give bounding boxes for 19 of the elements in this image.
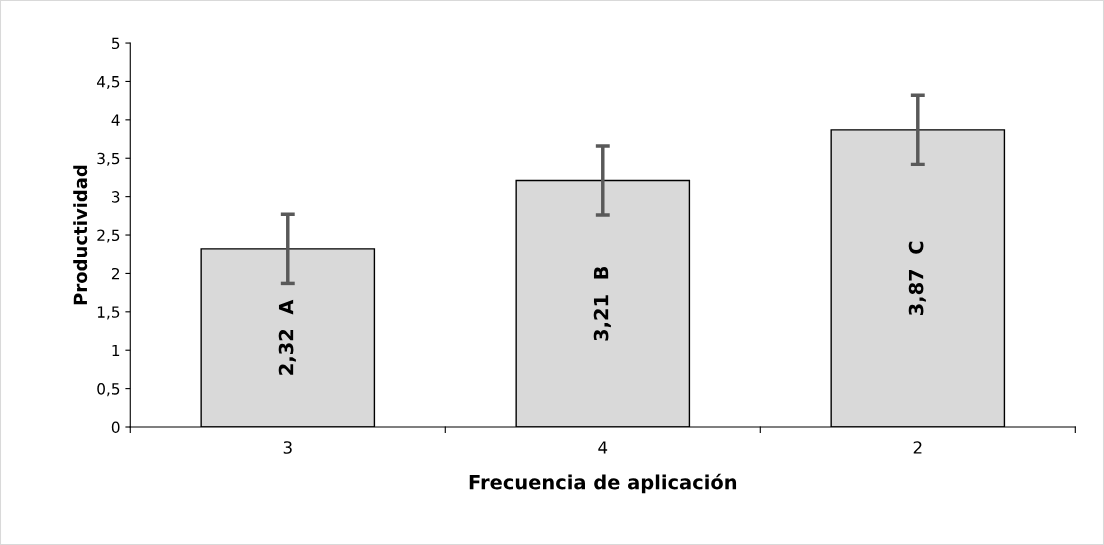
- x-tick-label: 3: [283, 441, 292, 454]
- data-label: 2,32 A: [278, 299, 296, 375]
- y-tick-label: 3,5: [97, 152, 120, 166]
- y-tick-label: 2: [111, 267, 120, 280]
- data-label: 3,21 B: [593, 266, 611, 341]
- y-tick-label: 1: [112, 344, 120, 357]
- y-tick-label: 4,5: [97, 76, 120, 90]
- data-label: 3,87 C: [908, 241, 926, 316]
- x-tick-label: 2: [913, 441, 922, 454]
- y-axis-title: Productividad: [73, 165, 88, 305]
- y-tick-label: 2,5: [97, 229, 120, 243]
- x-tick-label: 4: [598, 441, 608, 454]
- y-tick-label: 1,5: [97, 306, 120, 320]
- y-tick-label: 5: [112, 37, 120, 50]
- y-tick-label: 4: [111, 114, 120, 126]
- y-tick-label: 3: [111, 191, 120, 203]
- y-tick-label: 0: [111, 421, 120, 434]
- y-tick-label: 0,5: [97, 383, 120, 397]
- x-axis-title: Frecuencia de aplicación: [469, 473, 737, 494]
